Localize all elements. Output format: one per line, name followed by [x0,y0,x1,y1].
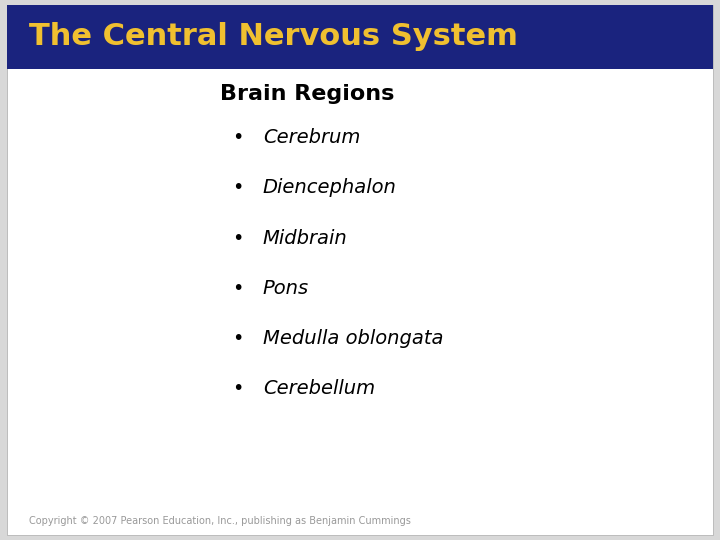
Text: •: • [232,128,243,147]
Text: Cerebrum: Cerebrum [263,128,360,147]
Text: The Central Nervous System: The Central Nervous System [29,23,518,51]
Text: Cerebellum: Cerebellum [263,379,375,399]
Text: Diencephalon: Diencephalon [263,178,397,198]
Text: Medulla oblongata: Medulla oblongata [263,329,444,348]
Text: Midbrain: Midbrain [263,228,348,248]
Text: Pons: Pons [263,279,309,298]
Text: Brain Regions: Brain Regions [220,84,394,104]
Text: •: • [232,228,243,248]
Text: •: • [232,178,243,198]
Bar [7,5,713,69]
Text: •: • [232,379,243,399]
Text: •: • [232,329,243,348]
Text: Copyright © 2007 Pearson Education, Inc., publishing as Benjamin Cummings: Copyright © 2007 Pearson Education, Inc.… [29,516,410,526]
Text: •: • [232,279,243,298]
